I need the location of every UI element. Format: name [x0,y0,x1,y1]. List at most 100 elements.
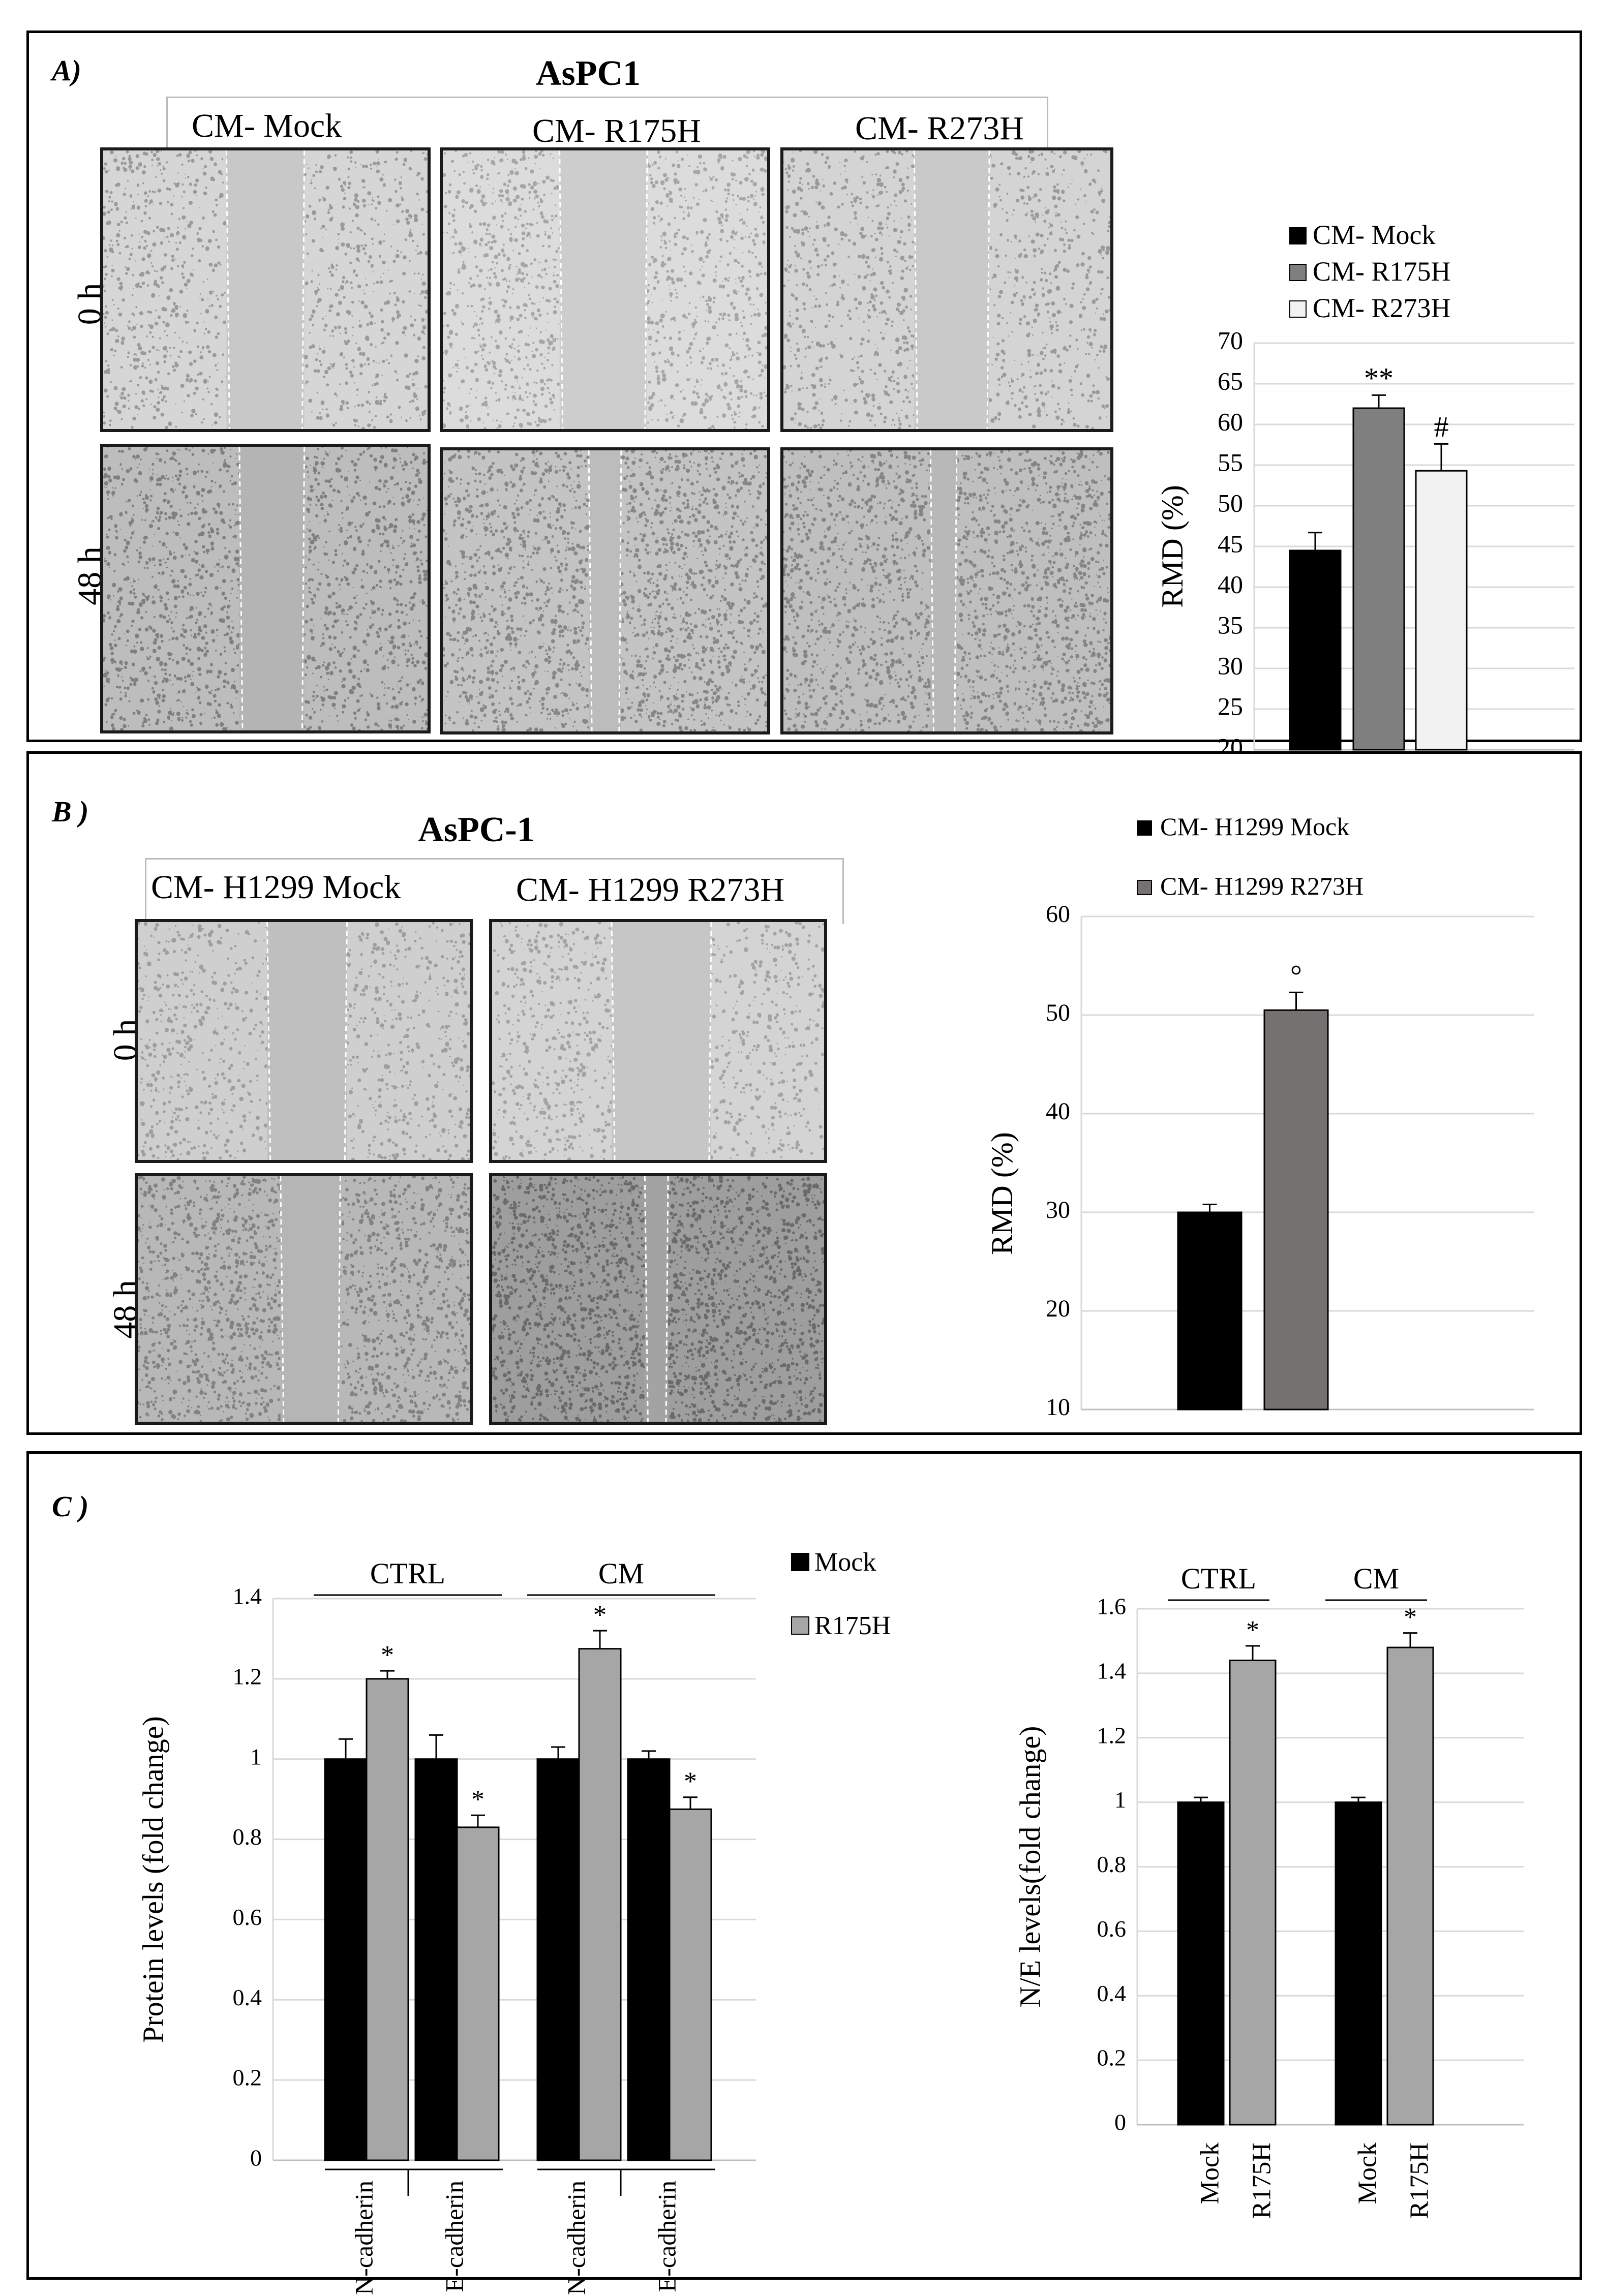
panel-c: C ) 0 0.2 0.4 0.6 0.8 1 1.2 1.4 Protein levels (… [26,1451,1582,2280]
legend-label: R175H [814,1611,891,1640]
wound-gap [267,922,347,1160]
panel-c-label: C ) [52,1489,89,1523]
bar [579,1649,621,2160]
legend-swatch [1290,301,1306,317]
significance-marker: * [1246,1616,1259,1645]
x-category-label: Mock [1353,2142,1382,2204]
y-axis-label: Protein levels (fold change) [136,1716,169,2043]
y-tick-label: 60 [1046,901,1070,928]
group-label: CM [1353,1562,1399,1595]
micrograph-texture [443,150,767,429]
y-tick-label: 50 [1046,999,1070,1026]
legend-label: CM- Mock [1313,220,1436,250]
y-axis-label: N/E levels(fold change) [1013,1726,1046,2007]
micrograph-r273h-48h [780,447,1113,734]
group-label: CTRL [370,1557,445,1590]
x-category-label: E-cadherin [440,2181,468,2292]
panel-a-label: A) [52,53,81,87]
significance-marker: # [1434,410,1449,443]
micrograph-texture [138,922,470,1160]
y-tick-label: 40 [1046,1098,1070,1125]
wound-gap [914,150,989,429]
condition-label-h1299-r273h: CM- H1299 R273H [516,871,784,909]
micrograph-texture [103,447,428,730]
bar [1416,471,1467,750]
y-tick-label: 0.4 [233,1984,262,2010]
significance-marker: * [471,1785,484,1814]
wound-gap [930,450,956,731]
y-tick-label: 0.6 [1097,1916,1127,1942]
significance-marker: ° [1290,959,1302,992]
y-tick-label: 0.4 [1097,1980,1127,2006]
micrograph-mock-0h [100,147,431,432]
y-tick-label: 0.2 [1097,2045,1127,2071]
y-tick-label: 0.6 [233,1904,262,1930]
y-tick-label: 0.2 [233,2065,262,2091]
micrograph-h1299-r273h-0h [489,919,827,1163]
y-tick-label: 1.6 [1097,1594,1127,1619]
y-tick-label: 10 [1046,1394,1070,1421]
y-tick-label: 0 [1114,2109,1126,2135]
y-tick-label: 35 [1218,610,1243,639]
micrograph-r175h-48h [440,447,770,734]
wound-gap [612,922,711,1160]
wound-gap [645,1176,668,1422]
micrograph-texture [783,450,1110,731]
wound-gap [589,450,621,731]
bar [367,1679,408,2160]
bar [1264,1010,1328,1410]
wound-gap [226,150,304,429]
wound-gap [281,1176,341,1422]
x-category-label: R175H [1247,2142,1276,2219]
y-tick-label: 60 [1218,407,1243,436]
bar [325,1759,367,2160]
y-tick-label: 40 [1218,570,1243,598]
y-tick-label: 1.4 [233,1583,262,1609]
group-label: CTRL [1181,1562,1256,1595]
x-category-label: R175H [1405,2142,1434,2219]
micrograph-h1299-r273h-48h [489,1173,827,1425]
condition-label-mock: CM- Mock [192,107,342,145]
x-category-label: N-cadherin [349,2181,378,2295]
y-tick-label: 1.4 [1097,1658,1127,1683]
x-category-label: Mock [1195,2142,1224,2204]
panel-b-title: AsPC-1 [349,810,603,850]
y-tick-label: 70 [1218,326,1243,354]
chart-c-ne-levels: 00.20.40.60.811.21.41.6N/E levels(fold c… [985,1499,1534,2262]
y-tick-label: 55 [1218,448,1243,476]
micrograph-texture [492,922,824,1160]
micrograph-texture [138,1176,470,1422]
legend-swatch [792,1553,809,1571]
y-tick-label: 0.8 [233,1824,262,1850]
bar [537,1759,579,2160]
legend-label: Mock [814,1548,876,1577]
significance-marker: * [1404,1603,1417,1632]
legend-label: CM- H1299 Mock [1160,812,1349,841]
legend-label: CM- R175H [1313,256,1451,287]
legend-label: CM- H1299 R273H [1160,872,1363,900]
y-tick-label: 25 [1218,692,1243,720]
micrograph-texture [783,150,1110,429]
panel-b: B ) AsPC-1 CM- H1299 Mock CM- H1299 R273… [26,751,1582,1435]
legend-swatch [792,1617,809,1634]
panel-a: A) AsPC1 CM- Mock CM- R175H CM- R273H 0 … [26,30,1582,742]
bar [1290,550,1341,750]
significance-marker: * [593,1601,607,1630]
y-tick-label: 1 [1114,1787,1126,1813]
bar [457,1827,499,2160]
wound-gap [239,447,305,730]
significance-marker: * [381,1641,394,1670]
bar [1387,1647,1433,2125]
condition-label-r175h: CM- R175H [532,112,701,150]
micrograph-h1299-mock-0h [135,919,473,1163]
micrograph-r273h-0h [780,147,1113,432]
y-tick-label: 1 [250,1743,262,1769]
condition-label-h1299-mock: CM- H1299 Mock [151,868,401,907]
legend-label: CM- R273H [1313,293,1451,323]
legend-swatch [1290,264,1306,281]
y-tick-label: 30 [1218,651,1243,680]
panel-b-label: B ) [52,794,89,829]
bar [628,1759,670,2160]
